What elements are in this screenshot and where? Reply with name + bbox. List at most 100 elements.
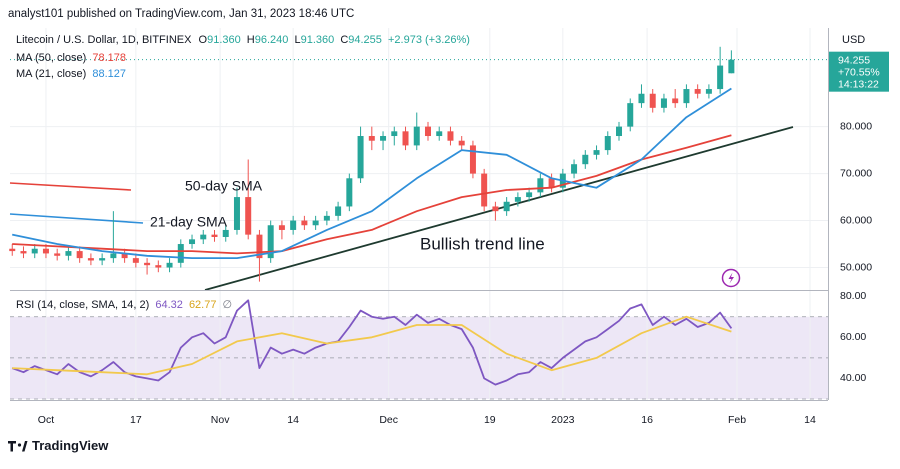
candle-body xyxy=(469,145,476,174)
rsi-tick-label: 60.00 xyxy=(840,331,866,343)
ma-name: MA (21, close) xyxy=(16,68,86,80)
candle-body xyxy=(391,131,398,137)
ohlc-label: C xyxy=(340,34,348,46)
candle-body xyxy=(301,220,308,226)
candle-body xyxy=(177,244,184,263)
rsi-tick-label: 80.00 xyxy=(840,290,866,302)
candle-body xyxy=(672,98,679,104)
candle-body xyxy=(593,150,600,155)
candle-body xyxy=(99,258,106,261)
ohlc-label: L xyxy=(294,34,300,46)
y-tick-label: 50.000 xyxy=(840,261,872,273)
ma-name: MA (50, close) xyxy=(16,52,86,64)
candle-body xyxy=(548,178,555,188)
candle-body xyxy=(571,164,578,174)
candle-body xyxy=(211,234,218,237)
ma-value: 88.127 xyxy=(92,68,126,80)
x-tick-label: 19 xyxy=(484,414,496,426)
candle-body xyxy=(256,234,263,259)
footer-brand: TradingView xyxy=(32,438,109,453)
legend-row: Litecoin / U.S. Dollar, 1D, BITFINEX O91… xyxy=(16,34,470,46)
candle-body xyxy=(9,248,16,252)
x-tick-label: Nov xyxy=(211,414,230,426)
candle-body xyxy=(323,215,330,221)
ohlc-value: 94.255 xyxy=(348,34,382,46)
y-tick-label: 80.000 xyxy=(840,120,872,132)
candle-body xyxy=(346,178,353,207)
candle-body xyxy=(705,89,712,94)
candle-body xyxy=(110,253,117,259)
ohlc-label: H xyxy=(247,34,255,46)
candle-body xyxy=(492,206,499,212)
candle-body xyxy=(436,131,443,137)
change: +2.973 (+3.26%) xyxy=(388,34,470,46)
candle-body xyxy=(380,136,387,141)
logo-mark xyxy=(8,441,16,452)
candle-body xyxy=(312,220,319,226)
x-tick-label: Dec xyxy=(379,414,398,426)
candle-body xyxy=(76,251,83,259)
series-line xyxy=(12,315,732,376)
candle-body xyxy=(537,178,544,193)
ohlc-label: O xyxy=(199,34,208,46)
annotation-line-blue xyxy=(9,213,144,224)
ohlc-value: 91.360 xyxy=(301,34,335,46)
candle-body xyxy=(132,258,139,263)
candle-body xyxy=(424,126,431,137)
candle-body xyxy=(87,258,94,261)
candle-body xyxy=(290,220,297,230)
ohlc-value: 96.240 xyxy=(255,34,289,46)
logo-mark xyxy=(22,441,28,452)
candle-body xyxy=(728,59,735,74)
candle-body xyxy=(335,206,342,216)
price-tag-countdown: 14:13:22 xyxy=(838,78,879,90)
candle-body xyxy=(368,136,375,141)
price-tag-value: 94.255 xyxy=(838,54,870,66)
price-tag: 94.255+70.55%14:13:22 xyxy=(829,51,889,92)
candle-body xyxy=(245,197,252,235)
x-tick-label: 17 xyxy=(130,414,142,426)
series-line xyxy=(11,299,733,386)
annotation-line-red xyxy=(9,182,132,191)
candle-body xyxy=(694,89,701,94)
x-tick-label: 14 xyxy=(287,414,299,426)
price-tag-change: +70.55% xyxy=(838,66,880,78)
footer-logo xyxy=(8,441,28,452)
rsi-value: 64.32 xyxy=(155,299,183,311)
candle-body xyxy=(627,103,634,127)
candle-body xyxy=(222,229,229,237)
candle-body xyxy=(267,225,274,259)
annotation: 21-day SMA xyxy=(150,214,228,230)
ma-legend: MA (50, close) 78.178 xyxy=(16,52,126,64)
rsi-empty: ∅ xyxy=(223,299,233,311)
candle-body xyxy=(20,251,27,254)
trend-line xyxy=(204,126,794,291)
candle-body xyxy=(278,225,285,230)
rsi-legend: RSI (14, close, SMA, 14, 2) 64.32 62.77 … xyxy=(16,299,232,311)
candle-body xyxy=(638,93,645,104)
x-tick-label: 16 xyxy=(641,414,653,426)
candle-body xyxy=(604,136,611,151)
published-line: analyst101 published on TradingView.com,… xyxy=(8,8,354,20)
candle-body xyxy=(189,239,196,245)
grid xyxy=(10,28,828,400)
candle-body xyxy=(717,65,724,90)
candle-body xyxy=(503,201,510,212)
candle-body xyxy=(649,93,656,108)
candle-body xyxy=(413,126,420,146)
logo-mark xyxy=(17,443,22,447)
alert-icon[interactable] xyxy=(721,268,741,288)
candle-body xyxy=(31,248,38,254)
candle-body xyxy=(458,140,465,146)
candle-body xyxy=(582,154,589,165)
candle-body xyxy=(233,197,240,230)
candle-body xyxy=(42,248,49,254)
ma-value: 78.178 xyxy=(92,52,126,64)
candle-body xyxy=(166,262,173,268)
candle-body xyxy=(144,262,151,266)
candle-body xyxy=(481,173,488,207)
series-line xyxy=(12,134,732,255)
price-tag-box xyxy=(829,51,889,92)
annotation: 50-day SMA xyxy=(185,178,263,194)
